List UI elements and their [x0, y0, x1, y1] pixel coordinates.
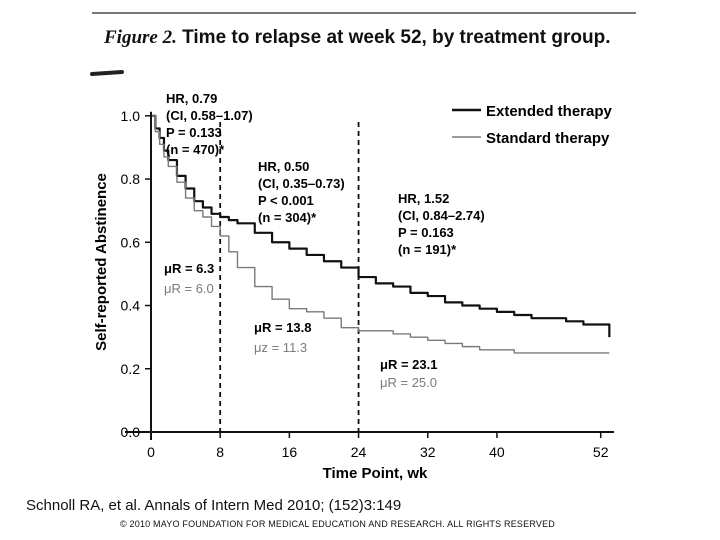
hr-3-line-3: P = 0.163	[398, 225, 454, 240]
hr-1-line-2: (CI, 0.58–1.07)	[166, 108, 253, 123]
hr-2-line-4: (n = 304)*	[258, 210, 317, 225]
x-axis-label: Time Point, wk	[323, 465, 428, 482]
series-layer	[151, 114, 611, 354]
x-tick-label: 8	[216, 444, 224, 460]
mu-2-standard: μz = 11.3	[254, 340, 307, 355]
standard-therapy-line	[151, 115, 610, 354]
citation: Schnoll RA, et al. Annals of Intern Med …	[26, 497, 402, 514]
x-tick-label: 32	[420, 444, 436, 460]
x-tick-label: 0	[147, 444, 155, 460]
legend-standard-label: Standard therapy	[486, 130, 610, 147]
x-tick-label: 24	[351, 444, 367, 460]
x-tick-label: 16	[282, 444, 298, 460]
legend-extended-label: Extended therapy	[486, 103, 613, 120]
figure-title-text: Time to relapse at week 52, by treatment…	[182, 27, 611, 48]
hr-2-line-3: P < 0.001	[258, 193, 314, 208]
hr-1-line-3: P = 0.133	[166, 125, 222, 140]
hr-2-line-2: (CI, 0.35–0.73)	[258, 176, 345, 191]
hr-3-line-1: HR, 1.52	[398, 191, 449, 206]
x-tick-label: 52	[593, 444, 609, 460]
y-axis-label: Self-reported Abstinence	[93, 173, 110, 351]
legend: Extended therapy Standard therapy	[452, 103, 613, 147]
top-rule	[92, 12, 636, 14]
mu-3-standard: μR = 25.0	[380, 375, 437, 390]
extended-therapy-line	[151, 114, 611, 338]
copyright-notice: © 2010 MAYO FOUNDATION FOR MEDICAL EDUCA…	[120, 519, 555, 529]
figure-title: Figure 2. Time to relapse at week 52, by…	[104, 27, 611, 49]
y-tick-label: 0.4	[121, 298, 141, 314]
mu-2-extended: μR = 13.8	[254, 320, 311, 335]
y-tick-label: 0.2	[121, 361, 141, 377]
mu-1-standard: μR = 6.0	[164, 281, 214, 296]
y-tick-label: 0.8	[121, 171, 141, 187]
mu-1-extended: μR = 6.3	[164, 261, 214, 276]
hr-3-line-4: (n = 191)*	[398, 242, 457, 257]
tick-layer: 0.0 0.2 0.4 0.6 0.8 1.0 0 8 16 24 32 40 52	[121, 108, 609, 460]
figure-label: Figure 2.	[104, 27, 177, 48]
y-tick-label: 1.0	[121, 108, 141, 124]
hr-3-line-2: (CI, 0.84–2.74)	[398, 208, 485, 223]
hr-1-line-4: (n = 470)*	[166, 142, 225, 157]
annotations: HR, 0.79 (CI, 0.58–1.07) P = 0.133 (n = …	[164, 91, 485, 390]
mu-3-extended: μR = 23.1	[380, 357, 437, 372]
hr-2-line-1: HR, 0.50	[258, 159, 309, 174]
y-tick-label: 0.6	[121, 234, 141, 250]
hr-1-line-1: HR, 0.79	[166, 91, 217, 106]
y-tick-label: 0.0	[121, 424, 141, 440]
axis-layer	[125, 111, 614, 440]
x-tick-label: 40	[489, 444, 505, 460]
